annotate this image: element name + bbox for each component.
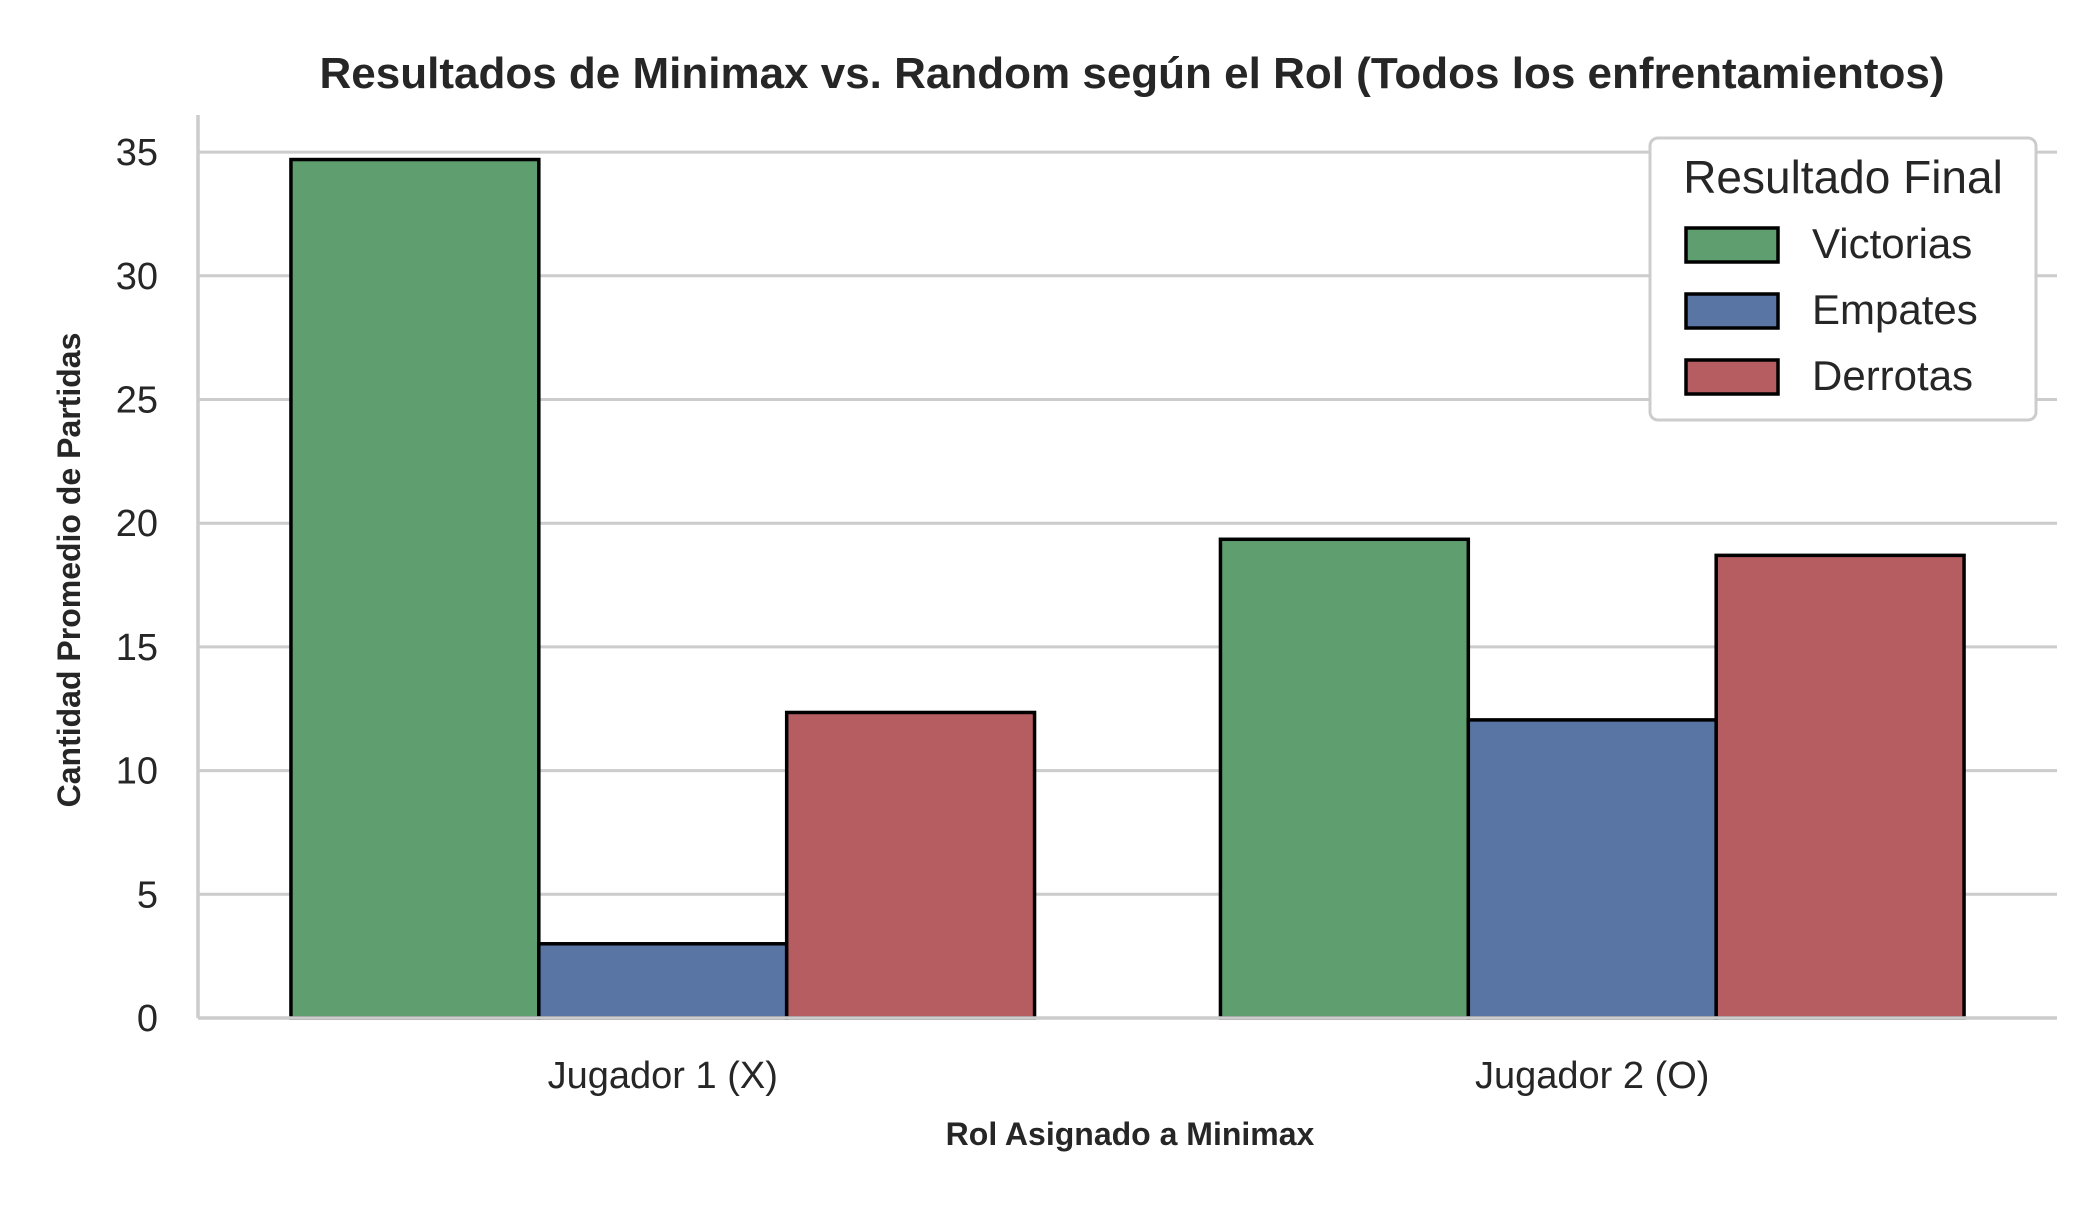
x-tick-label: Jugador 1 (X) [548,1055,778,1097]
y-tick-label: 15 [116,627,158,669]
y-tick-label: 0 [137,998,158,1040]
legend-title: Resultado Final [1683,151,2003,203]
y-tick-label: 20 [116,503,158,545]
bars [289,157,1966,1020]
y-tick-labels: 0 5 10 15 20 25 30 35 [116,132,158,1040]
y-tick-label: 5 [137,874,158,916]
legend-swatch-victorias [1684,226,1780,264]
y-tick-label: 30 [116,256,158,298]
legend-label-derrotas: Derrotas [1812,352,1973,399]
bar-derrotas-2 [1714,553,1966,1020]
y-axis-label: Cantidad Promedio de Partidas [51,333,87,808]
bar-victorias-1 [289,157,541,1020]
y-tick-label: 10 [116,751,158,793]
legend: Resultado Final Victorias Empates Derrotas [1648,136,2038,422]
x-tick-labels: Jugador 1 (X) Jugador 2 (O) [548,1055,1710,1097]
x-axis-label: Rol Asignado a Minimax [946,1116,1315,1152]
legend-label-victorias: Victorias [1812,220,1972,267]
legend-items: Victorias Empates Derrotas [1684,220,1978,399]
x-tick-label: Jugador 2 (O) [1475,1055,1709,1097]
chart-title: Resultados de Minimax vs. Random según e… [320,49,1945,98]
bar-empates-1 [537,942,789,1020]
legend-swatch-derrotas [1684,358,1780,396]
bar-empates-2 [1466,718,1718,1020]
legend-label-empates: Empates [1812,286,1978,333]
y-tick-label: 25 [116,380,158,422]
legend-frame [1648,136,2038,422]
y-tick-label: 35 [116,132,158,174]
bar-victorias-2 [1218,537,1471,1020]
bar-derrotas-1 [784,710,1037,1020]
legend-swatch-empates [1684,292,1780,330]
